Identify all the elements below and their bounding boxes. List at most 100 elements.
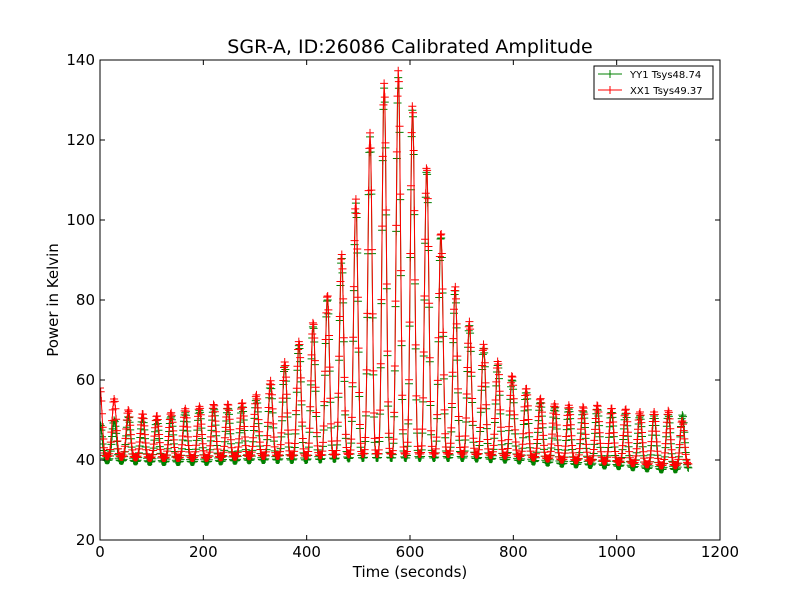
data-point <box>161 453 170 462</box>
data-point <box>192 432 201 441</box>
data-point <box>375 433 384 442</box>
data-point <box>331 450 340 459</box>
data-point <box>445 446 454 455</box>
data-point <box>575 444 584 453</box>
data-point <box>466 343 475 352</box>
data-point <box>636 411 645 420</box>
data-point <box>277 428 286 437</box>
data-point <box>206 432 215 441</box>
data-point <box>392 147 401 156</box>
data-point <box>664 406 673 415</box>
data-point <box>639 447 648 456</box>
data-point <box>367 186 376 195</box>
data-point <box>121 434 130 443</box>
data-point <box>267 380 276 389</box>
data-point <box>269 433 278 442</box>
data-point <box>484 444 493 453</box>
data-point <box>247 448 256 457</box>
data-point <box>477 382 486 391</box>
data-point <box>255 438 264 447</box>
data-point <box>516 452 525 461</box>
data-point <box>519 429 528 438</box>
data-point <box>421 189 430 198</box>
data-point <box>409 146 418 155</box>
data-point <box>303 451 312 459</box>
data-point <box>105 449 114 458</box>
data-point <box>502 451 511 460</box>
data-point <box>177 447 186 456</box>
data-point <box>126 421 135 430</box>
data-point <box>281 361 290 370</box>
data-point <box>408 108 417 117</box>
data-point <box>380 93 389 102</box>
data-point <box>396 266 405 275</box>
data-point <box>506 391 515 400</box>
data-point <box>151 423 160 432</box>
data-point <box>590 436 599 445</box>
data-point <box>660 448 669 457</box>
data-point <box>611 447 620 456</box>
data-point <box>417 441 426 450</box>
data-point <box>608 409 617 418</box>
data-point <box>166 410 175 419</box>
data-point <box>193 422 202 431</box>
data-point <box>195 402 204 411</box>
data-point <box>136 429 145 438</box>
data-point <box>169 435 178 444</box>
data-point <box>433 376 442 385</box>
data-point <box>494 370 503 379</box>
data-point <box>179 422 188 431</box>
data-point <box>540 448 549 457</box>
data-point <box>546 447 555 456</box>
data-point <box>325 331 334 340</box>
data-point <box>578 402 587 411</box>
data-point <box>326 394 335 403</box>
data-point <box>120 447 129 456</box>
data-point <box>439 370 448 379</box>
data-point <box>473 450 482 459</box>
data-point <box>222 404 231 413</box>
data-point <box>321 335 330 344</box>
data-point <box>383 347 392 356</box>
data-point <box>522 384 531 393</box>
data-point <box>346 445 355 454</box>
data-point <box>362 365 371 374</box>
data-point <box>460 448 469 457</box>
data-point <box>617 449 626 458</box>
data-point <box>162 451 171 460</box>
data-point <box>127 439 136 448</box>
data-point <box>526 447 535 456</box>
data-point <box>163 440 172 449</box>
data-point <box>531 449 540 458</box>
data-point <box>299 444 308 453</box>
data-point <box>491 395 500 404</box>
data-point <box>508 373 517 382</box>
data-point <box>390 362 399 371</box>
data-point <box>361 407 370 416</box>
data-point <box>225 415 234 424</box>
data-point <box>210 401 219 410</box>
data-point <box>100 387 105 396</box>
data-point <box>452 319 461 328</box>
data-point <box>132 453 141 462</box>
data-point <box>604 439 613 448</box>
data-point <box>125 412 134 421</box>
data-point <box>380 79 389 88</box>
data-point <box>474 449 483 458</box>
data-point <box>153 415 162 424</box>
data-point <box>223 400 232 409</box>
data-point <box>204 451 213 460</box>
data-point <box>680 434 689 443</box>
data-point <box>684 459 693 468</box>
data-point <box>100 384 104 392</box>
data-point <box>552 410 561 419</box>
x-tick-label: 400 <box>292 543 321 561</box>
x-tick-label: 1200 <box>701 543 739 561</box>
data-point <box>469 434 478 443</box>
data-point <box>633 435 642 444</box>
data-point <box>335 312 344 321</box>
data-point <box>447 423 456 432</box>
data-point <box>106 438 115 447</box>
data-point <box>492 377 501 386</box>
y-tick-label: 120 <box>66 131 95 149</box>
